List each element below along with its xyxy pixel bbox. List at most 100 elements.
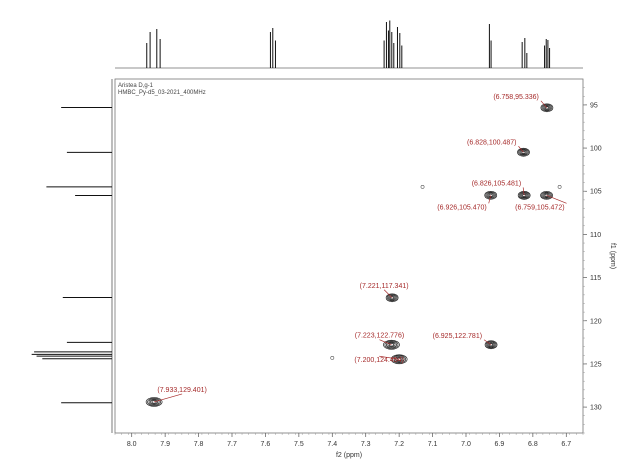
peak-leader-line bbox=[546, 194, 567, 204]
contour-ring bbox=[388, 343, 395, 347]
y-tick-label: 110 bbox=[590, 232, 601, 239]
noise-point bbox=[420, 185, 425, 189]
contour-ring bbox=[544, 193, 549, 197]
contour-ring bbox=[542, 192, 551, 199]
peak-label: (7.200,124.454) bbox=[354, 357, 403, 364]
contour-ring bbox=[485, 341, 497, 349]
contour-ring bbox=[519, 149, 528, 156]
contour-ring bbox=[485, 191, 497, 199]
contour-ring bbox=[148, 398, 160, 406]
contour-ring bbox=[543, 105, 551, 110]
contour-ring bbox=[387, 342, 396, 348]
contour-ring bbox=[486, 192, 495, 199]
contour-ring bbox=[147, 397, 162, 406]
cross-peaks: (6.758,95.336) (6.828,100.487) (6.826,105.… bbox=[145, 94, 567, 407]
contour-ring bbox=[540, 190, 553, 200]
cross-peak: (6.759,105.472) bbox=[515, 190, 567, 211]
noise-point bbox=[557, 185, 562, 189]
peak-leader-line bbox=[540, 100, 548, 109]
peak-label: (6.925,122.781) bbox=[433, 333, 482, 340]
cross-peak: (7.223,122.776) bbox=[355, 333, 404, 350]
contour-ring bbox=[150, 399, 159, 405]
contour-ring bbox=[386, 294, 398, 302]
contour-ring bbox=[484, 340, 498, 350]
contour-ring bbox=[383, 339, 400, 350]
y-tick-label: 120 bbox=[590, 318, 602, 325]
contour-ring bbox=[517, 191, 531, 200]
left-projection-spectrum bbox=[31, 79, 113, 433]
contour-ring bbox=[544, 106, 549, 110]
y-tick-label: 130 bbox=[590, 405, 602, 412]
cross-peak: (7.200,124.454) bbox=[354, 354, 408, 365]
x-axis-label: f2 (ppm) bbox=[336, 452, 362, 459]
y-tick-label: 100 bbox=[590, 146, 602, 153]
y-axis-label: f1 (ppm) bbox=[609, 243, 616, 269]
peak-leader-line bbox=[488, 195, 492, 204]
contour-ring bbox=[521, 150, 526, 154]
peak-leader-line bbox=[379, 355, 400, 360]
x-tick-label: 7.9 bbox=[160, 441, 170, 448]
contour-ring bbox=[520, 150, 527, 155]
contour-ring bbox=[518, 191, 530, 200]
peak-label: (6.758,95.336) bbox=[493, 94, 539, 101]
cross-peak: (7.933,129.401) bbox=[145, 387, 207, 407]
contour-ring bbox=[487, 193, 494, 198]
contour-ring bbox=[392, 355, 407, 364]
peak-label: (7.223,122.776) bbox=[355, 333, 404, 340]
peak-leader-line bbox=[483, 339, 492, 346]
x-tick-label: 7.3 bbox=[361, 441, 371, 448]
x-tick-label: 7.0 bbox=[461, 441, 471, 448]
contour-ring bbox=[395, 356, 404, 362]
contour-ring bbox=[543, 193, 550, 198]
x-axis: 8.0 7.9 7.8 7.7 7.6 7.5 7.4 7.3 7.2 7.1 7.0 6.9 6.8 6… bbox=[114, 433, 584, 448]
peak-leader-line bbox=[154, 393, 183, 403]
contour-ring bbox=[484, 190, 498, 200]
contour-ring bbox=[387, 294, 397, 301]
contour-ring bbox=[384, 340, 399, 349]
cross-peak: (6.758,95.336) bbox=[493, 94, 554, 113]
noise-points bbox=[330, 185, 562, 360]
y-tick-label: 125 bbox=[590, 361, 602, 368]
peak-label: (6.828,100.487) bbox=[467, 139, 516, 146]
contour-ring bbox=[541, 191, 552, 199]
x-tick-label: 7.2 bbox=[394, 441, 404, 448]
contour-ring bbox=[486, 341, 496, 348]
contour-ring bbox=[489, 343, 494, 347]
cross-peak: (6.826,105.481) bbox=[472, 180, 531, 200]
peak-leader-line bbox=[522, 187, 525, 196]
contour-ring bbox=[385, 293, 399, 303]
peak-leader-line bbox=[383, 289, 393, 299]
contour-ring bbox=[390, 354, 408, 365]
x-tick-label: 7.6 bbox=[261, 441, 271, 448]
contour-ring bbox=[517, 147, 530, 157]
contour-ring bbox=[151, 400, 157, 404]
contour-ring bbox=[518, 148, 529, 156]
x-tick-label: 7.8 bbox=[194, 441, 204, 448]
noise-point bbox=[330, 355, 335, 360]
peak-label: (6.759,105.472) bbox=[515, 204, 564, 211]
peak-label: (7.221,117.341) bbox=[360, 283, 409, 290]
x-tick-label: 7.5 bbox=[294, 441, 304, 448]
y-tick-label: 95 bbox=[590, 102, 598, 109]
contour-ring bbox=[542, 104, 552, 111]
peak-leader-line bbox=[379, 339, 392, 346]
cross-peak: (6.926,105.470) bbox=[437, 190, 498, 211]
x-tick-label: 7.1 bbox=[428, 441, 438, 448]
contour-ring bbox=[541, 104, 553, 112]
contour-ring bbox=[393, 355, 405, 363]
peak-label: (7.933,129.401) bbox=[157, 387, 206, 394]
y-axis: 95 100 105 110 115 120 125 130 bbox=[583, 87, 602, 434]
peak-label: (6.926,105.470) bbox=[437, 204, 486, 211]
peak-leader-line bbox=[518, 146, 524, 153]
experiment-title: Aristea D,g-1 bbox=[118, 83, 154, 89]
x-tick-label: 7.4 bbox=[327, 441, 337, 448]
top-projection-spectrum bbox=[115, 20, 583, 69]
x-tick-label: 8.0 bbox=[127, 441, 137, 448]
x-tick-label: 6.8 bbox=[528, 441, 538, 448]
contour-ring bbox=[145, 397, 163, 407]
contour-ring bbox=[390, 296, 395, 300]
peak-label: (6.826,105.481) bbox=[472, 180, 521, 187]
cross-peak: (6.925,122.781) bbox=[433, 333, 498, 350]
